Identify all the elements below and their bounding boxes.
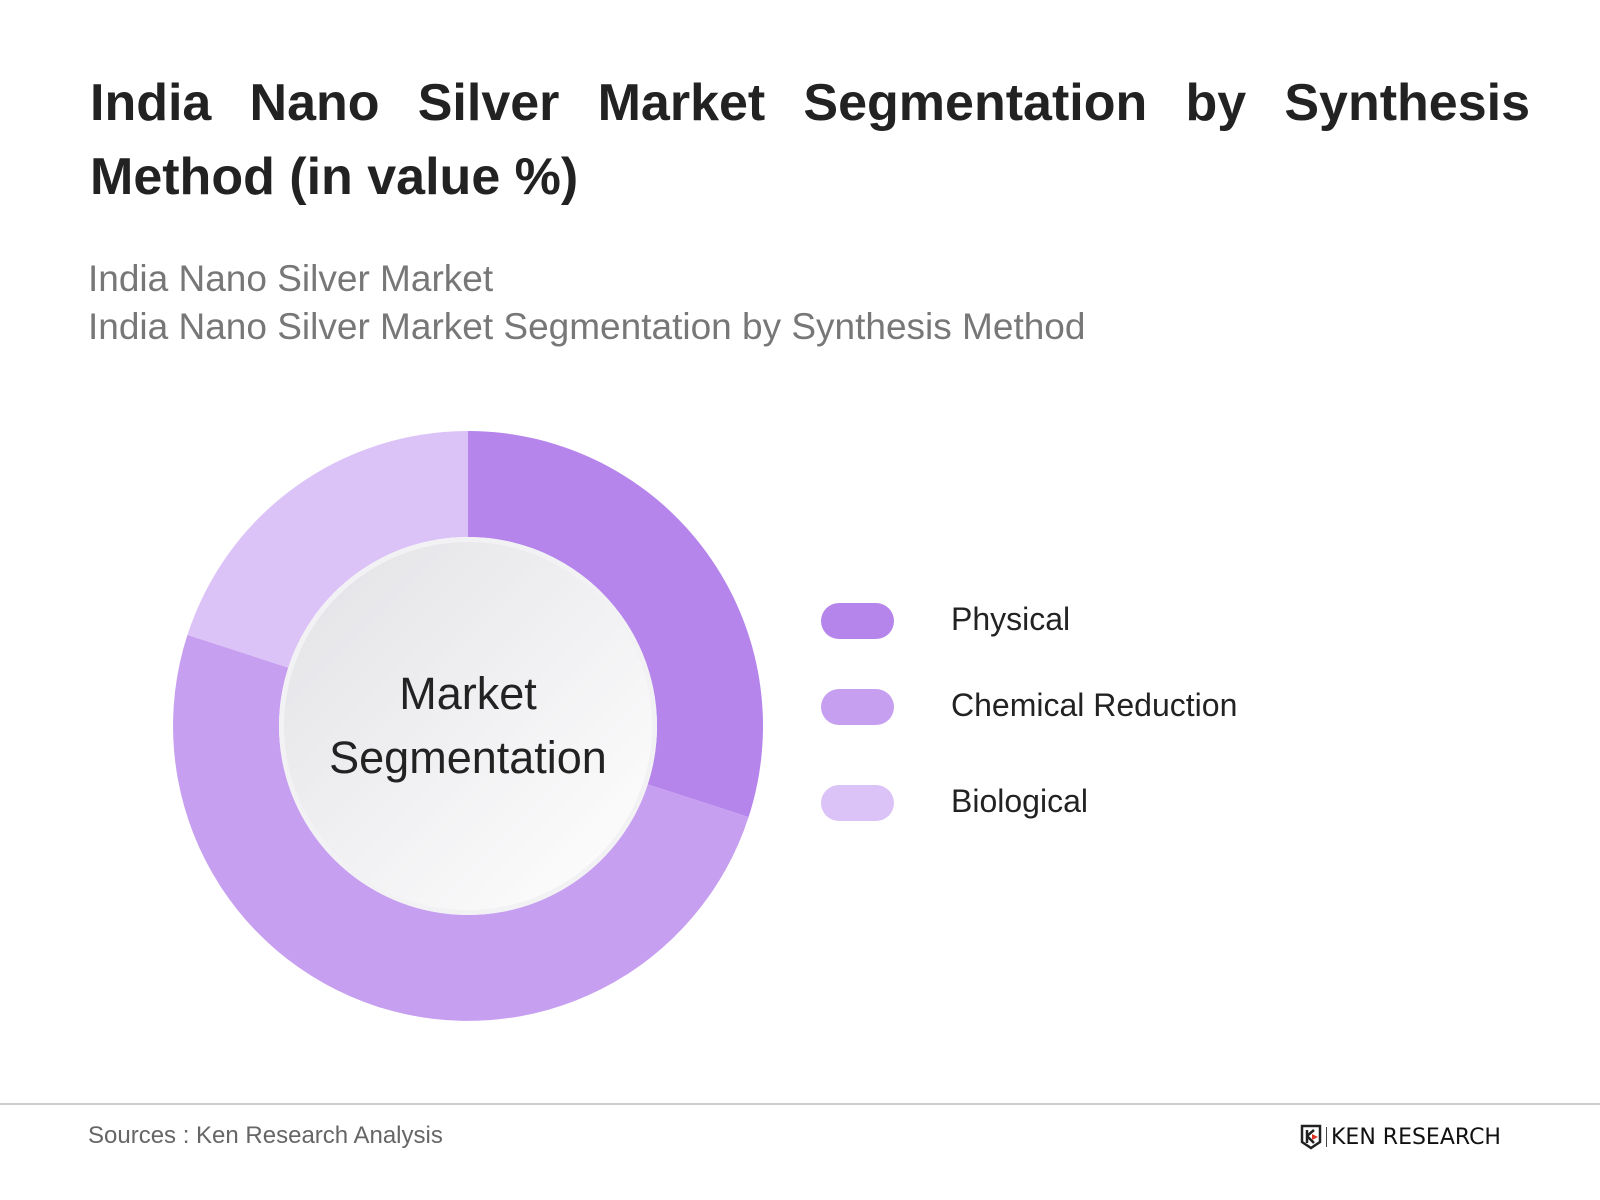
ken-logo-icon [1300,1124,1322,1150]
legend-swatch [821,603,894,639]
subtitle-segmentation: India Nano Silver Market Segmentation by… [88,306,1086,347]
ken-research-logo: KEN RESEARCH [1300,1124,1501,1150]
slice-biological [187,431,468,668]
logo-text: KEN RESEARCH [1331,1124,1501,1150]
footer-divider [0,1103,1600,1105]
subtitle-market: India Nano Silver Market [88,258,494,299]
slice-chemical-reduction [173,634,749,1021]
legend-label: Physical [951,601,1071,637]
legend-label: Biological [951,783,1088,819]
legend-swatch [821,689,894,725]
slice-physical [468,431,763,818]
source-note: Sources : Ken Research Analysis [88,1122,443,1149]
center-disc [284,542,652,910]
legend-label: Chemical Reduction [951,687,1238,723]
legend-swatch [821,785,894,821]
chart-title: India Nano Silver Market Segmentation by… [90,74,1530,206]
center-label: Market Segmentation [329,668,607,783]
